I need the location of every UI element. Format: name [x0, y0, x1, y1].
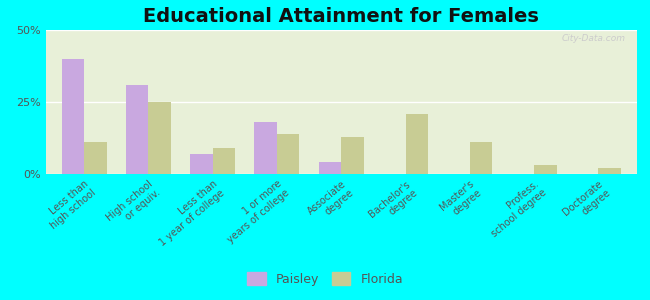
Bar: [213, 148, 235, 174]
Bar: [190, 154, 213, 174]
Bar: [277, 134, 300, 174]
Bar: [148, 102, 171, 174]
Bar: [341, 136, 364, 174]
Bar: [318, 163, 341, 174]
Bar: [534, 165, 556, 174]
Legend: Paisley, Florida: Paisley, Florida: [242, 267, 408, 291]
Bar: [62, 59, 84, 174]
Bar: [254, 122, 277, 174]
Bar: [470, 142, 492, 174]
Text: City-Data.com: City-Data.com: [561, 34, 625, 43]
Bar: [84, 142, 107, 174]
Bar: [599, 168, 621, 174]
Bar: [406, 113, 428, 174]
Bar: [126, 85, 148, 174]
Title: Educational Attainment for Females: Educational Attainment for Females: [143, 7, 540, 26]
